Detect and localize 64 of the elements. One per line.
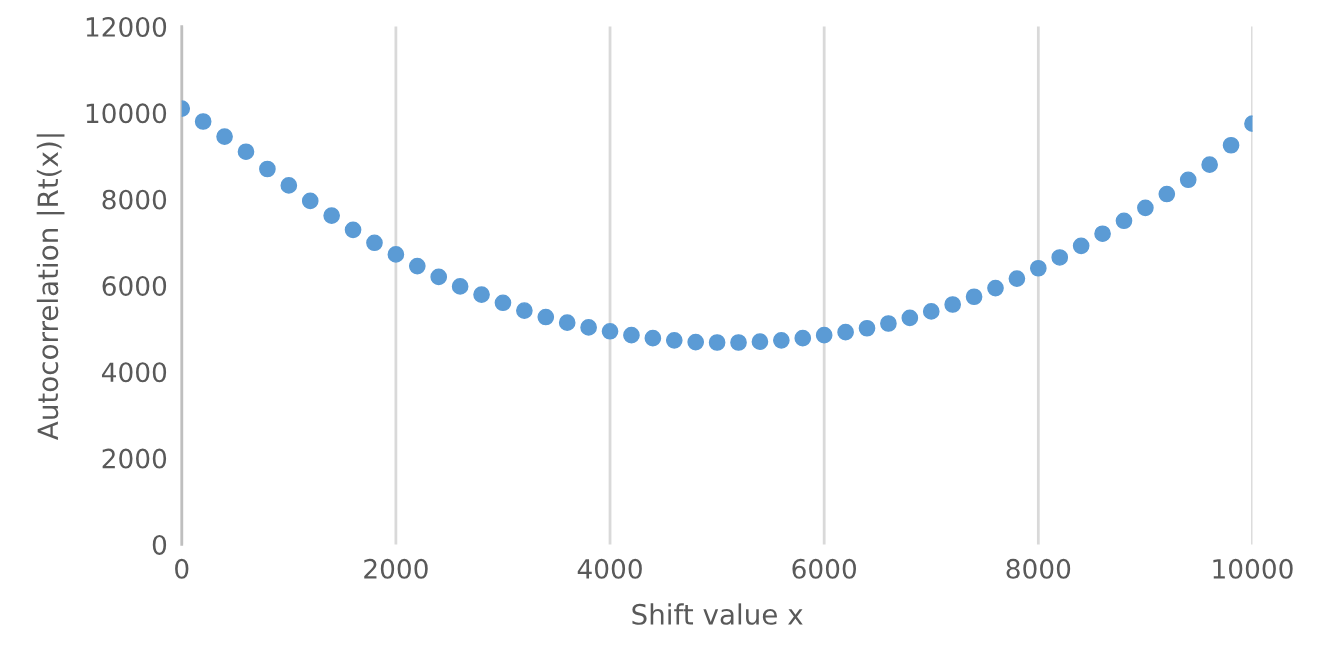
- point: [922, 303, 940, 320]
- point: [537, 308, 555, 326]
- point: [1222, 136, 1240, 154]
- point: [473, 286, 490, 303]
- point: [408, 257, 426, 275]
- point: [366, 234, 383, 252]
- point: [687, 333, 705, 351]
- x-tick-label: 2000: [364, 558, 428, 579]
- x-tick-label: 8000: [1006, 558, 1071, 579]
- x-tick-label: 4000: [577, 558, 642, 579]
- point: [280, 177, 298, 194]
- y-axis-title: Autocorrelation |Rt(x)|: [36, 134, 65, 440]
- point: [837, 323, 854, 341]
- point: [1029, 259, 1047, 277]
- y-tick-label: 12000: [86, 17, 167, 37]
- y-tick-label: 6000: [102, 275, 167, 296]
- point: [751, 333, 769, 350]
- x-tick-label: 10000: [1213, 558, 1293, 579]
- point: [1008, 270, 1026, 287]
- point: [965, 288, 983, 306]
- point: [516, 302, 533, 319]
- point: [1158, 185, 1176, 203]
- point: [1137, 199, 1154, 217]
- x-tick-label: 0: [175, 558, 189, 579]
- point: [601, 322, 619, 340]
- point: [773, 331, 790, 349]
- point: [194, 113, 212, 130]
- point: [1094, 225, 1111, 243]
- x-tick-label: 6000: [792, 558, 856, 579]
- y-tick-label: 4000: [101, 362, 167, 383]
- point: [344, 221, 362, 239]
- point: [1179, 171, 1197, 189]
- point: [1072, 237, 1090, 255]
- point: [301, 192, 319, 210]
- point: [644, 329, 662, 347]
- point: [794, 329, 812, 347]
- point: [580, 319, 597, 336]
- point: [216, 128, 233, 145]
- point: [430, 268, 448, 286]
- point: [815, 326, 833, 344]
- y-tick-label: 8000: [102, 189, 167, 210]
- y-tick-label: 0: [152, 534, 167, 555]
- point: [494, 294, 512, 312]
- point: [558, 314, 576, 331]
- point: [451, 278, 469, 295]
- point: [1115, 212, 1133, 230]
- point: [387, 246, 405, 263]
- point: [623, 326, 640, 344]
- point: [901, 309, 919, 327]
- point: [237, 143, 255, 161]
- y-tick-label: 2000: [102, 448, 167, 469]
- point: [880, 315, 897, 332]
- point: [1201, 156, 1218, 174]
- point: [259, 160, 276, 178]
- point: [858, 319, 876, 337]
- point: [987, 279, 1004, 297]
- point: [944, 296, 961, 313]
- point: [665, 331, 683, 349]
- x-axis-title: Shift value x: [632, 603, 803, 625]
- point: [323, 207, 340, 224]
- point: [1051, 249, 1069, 266]
- point: [708, 334, 726, 351]
- y-tick-label: 10000: [86, 103, 167, 124]
- point: [730, 334, 747, 351]
